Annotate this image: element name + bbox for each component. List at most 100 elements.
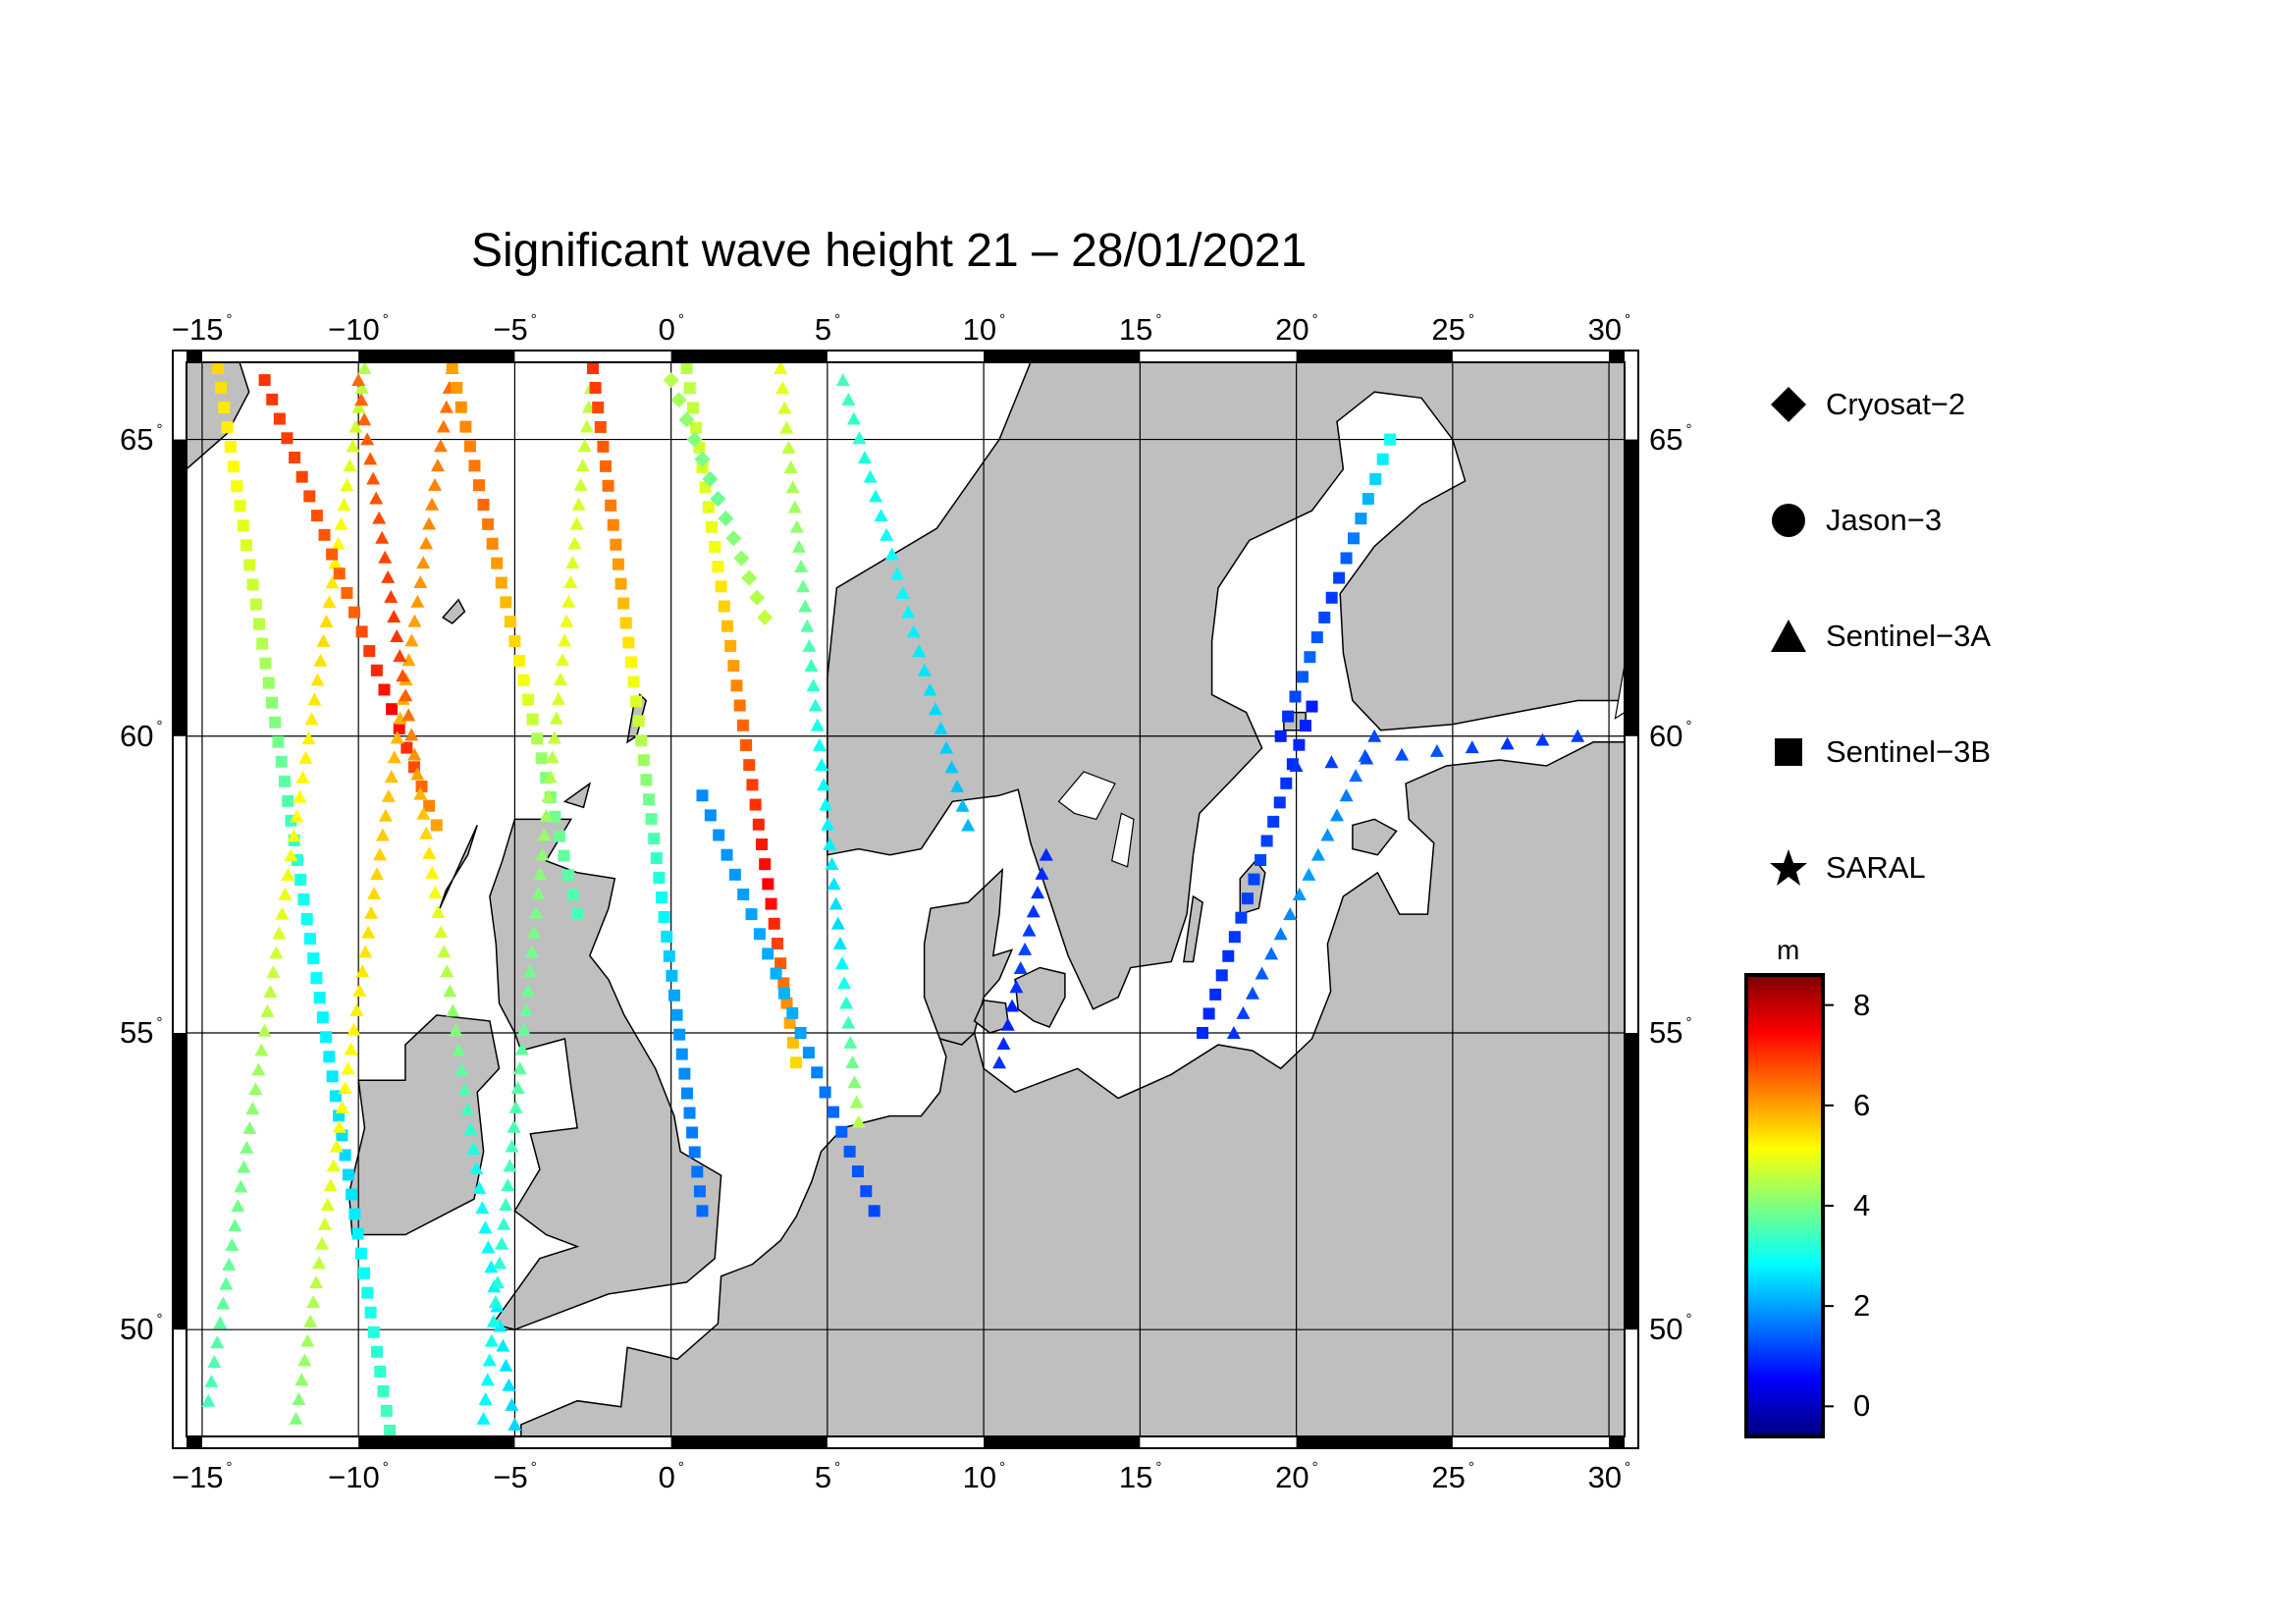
sentinel3b-point (258, 374, 271, 387)
sentinel3a-point (337, 497, 351, 511)
sentinel3a-point (228, 1218, 242, 1232)
sentinel3a-point (923, 682, 937, 696)
sentinel3a-point (1339, 788, 1354, 802)
sentinel3b-point (459, 420, 472, 433)
altimetry-tracks (201, 362, 1585, 1436)
sentinel3a-point (499, 1358, 513, 1372)
sentinel3b-point (463, 440, 476, 453)
sentinel3a-point (518, 1002, 533, 1016)
lon-tick-label: 0 ° (658, 1459, 684, 1494)
sentinel3b-point (771, 937, 783, 949)
sentinel3b-point (303, 490, 316, 503)
sentinel3a-point (567, 536, 582, 550)
sentinel3b-point (811, 1066, 824, 1079)
sentinel3b-point (341, 586, 353, 599)
map-border (186, 361, 1626, 1437)
sentinel3a-point (428, 477, 443, 491)
map-outer-border (172, 350, 1639, 1449)
sentinel3a-point (313, 653, 328, 667)
sentinel3a-point (798, 599, 813, 613)
sentinel3a-point (204, 1374, 219, 1387)
sentinel3b-point (696, 1205, 709, 1217)
sentinel3b-point (762, 878, 774, 891)
sentinel3a-point (469, 1161, 484, 1174)
sentinel3b-point (656, 891, 668, 903)
sentinel3b-point (715, 580, 727, 593)
sentinel3a-point (810, 718, 825, 731)
sentinel3b-point (486, 537, 499, 550)
sentinel3b-point (313, 992, 326, 1004)
colorbar-tick-label: 6 (1853, 1087, 1871, 1122)
sentinel3a-point (416, 556, 431, 569)
cryosat2-point (725, 530, 742, 547)
sentinel3a-point (213, 1316, 228, 1329)
sentinel3b-point (650, 852, 663, 865)
sentinel3a-point (293, 789, 307, 803)
sentinel3a-point (560, 614, 574, 627)
sentinel3a-point (352, 984, 367, 998)
sentinel3b-point (819, 1086, 831, 1099)
sentinel3b-point (709, 540, 721, 553)
sentinel3a-point (354, 380, 369, 394)
sentinel3b-point (1280, 777, 1293, 789)
land-scandinavia (827, 362, 1625, 1010)
sentinel3b-point (289, 451, 301, 463)
sentinel3a-point (1535, 732, 1550, 746)
lon-tick-label: −15 ° (171, 1459, 233, 1494)
sentinel3a-point (463, 1121, 478, 1135)
sentinel3a-point (460, 1102, 475, 1115)
sentinel3a-point (1500, 736, 1515, 750)
sentinel3b-point (326, 548, 339, 561)
sentinel3b-point (802, 1047, 815, 1059)
sentinel3a-point (789, 519, 804, 533)
sentinel3a-point (384, 589, 399, 603)
sentinel3b-point (246, 578, 259, 591)
sentinel3a-point (1292, 887, 1307, 900)
sentinel3b-point (249, 598, 262, 611)
sentinel3b-point (473, 479, 486, 492)
sentinel3a-point (488, 1294, 503, 1308)
lon-tick-label: 30 ° (1587, 1459, 1631, 1494)
sentinel3a-point (950, 780, 965, 793)
sentinel3a-point (1349, 769, 1363, 783)
sentinel3a-point (917, 663, 932, 676)
sentinel3a-point (225, 1237, 240, 1251)
sentinel3b-point (774, 957, 787, 970)
sentinel3b-point (430, 819, 443, 832)
sentinel3a-point (219, 1276, 234, 1290)
sentinel3a-point (895, 585, 910, 599)
sentinel3a-point (358, 945, 373, 958)
sentinel3a-point (493, 1319, 507, 1332)
sentinel3b-point (704, 809, 717, 822)
sentinel3a-point (563, 574, 578, 588)
sentinel3a-point (1320, 828, 1335, 841)
sentinel3a-point (231, 1199, 245, 1213)
sentinel3b-point (680, 1087, 693, 1100)
sentinel3a-point (201, 1393, 216, 1407)
sentinel3b-point (351, 1227, 364, 1240)
sentinel3a-point (547, 730, 561, 744)
sentinel3a-point (505, 1397, 519, 1411)
sentinel3b-point (1376, 453, 1389, 465)
sentinel3a-point (503, 1159, 517, 1172)
sentinel3a-point (348, 419, 363, 433)
sentinel3b-point (768, 917, 780, 930)
sentinel3a-point (779, 420, 794, 434)
sentinel3b-point (393, 722, 405, 734)
sentinel3a-point (248, 1082, 263, 1096)
sentinel3a-point (553, 673, 567, 686)
sentinel3a-point (361, 925, 376, 939)
sentinel3a-point (369, 491, 384, 505)
sentinel3b-point (686, 1126, 699, 1139)
sentinel3a-point (237, 1160, 251, 1173)
sentinel3a-point (410, 594, 425, 608)
lon-tick-label: 20 ° (1275, 1459, 1318, 1494)
sentinel3b-point (749, 798, 762, 811)
sentinel3a-point (1013, 961, 1028, 975)
sentinel3b-point (721, 620, 733, 632)
lon-tick-label: 25 ° (1431, 311, 1474, 347)
sentinel3b-point (607, 518, 619, 531)
sentinel3a-point (366, 471, 381, 485)
sentinel3b-point (468, 460, 481, 472)
sentinel3a-point (830, 916, 845, 930)
